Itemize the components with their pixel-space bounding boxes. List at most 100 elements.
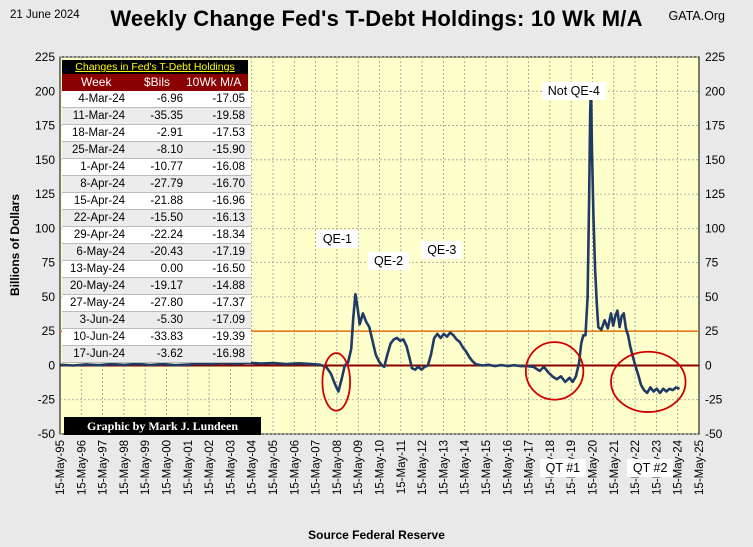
x-tick-label: 15-May-20 [588,440,600,495]
y-tick-label-right: 175 [705,119,725,133]
bils-cell: 0.00 [125,260,188,278]
x-tick-label: 15-May-98 [119,440,131,495]
ma-cell: -16.13 [188,209,251,227]
y-tick-label: 50 [42,290,56,304]
y-tick-label: -50 [38,427,56,441]
y-tick-labels-left: -50 -25 0 25 50 75 100 125 150 175 200 225 [35,50,55,441]
x-tick-label: 15-May-04 [247,439,259,495]
y-tick-label: 25 [42,324,56,338]
x-tick-label: 15-May-16 [502,440,514,495]
y-tick-label-right: 0 [705,358,712,372]
x-tick-label: 15-May-12 [417,440,429,495]
week-cell: 15-Apr-24 [62,192,125,210]
y-tick-label-right: 125 [705,187,725,201]
y-tick-label-right: -50 [705,427,723,441]
y-tick-labels-right: -50 -25 0 25 50 75 100 125 150 175 200 225 [705,50,725,441]
week-cell: 17-Jun-24 [62,345,125,363]
ma-cell: -17.05 [188,91,251,108]
highlight-circles [321,341,687,413]
x-axis-label: Source Federal Reserve [308,528,445,542]
table-row: 20-May-24 -19.17 -14.88 [62,277,251,295]
x-tick-label: 15-May-10 [375,440,387,495]
ma-cell: -19.58 [188,107,251,125]
table-row: 15-Apr-24 -21.88 -16.96 [62,192,251,210]
table-row: 6-May-24 -20.43 -17.19 [62,243,251,261]
week-cell: 10-Jun-24 [62,328,125,346]
annotation-label: QE-1 [316,230,358,249]
bils-cell: -8.10 [125,141,188,159]
y-tick-label-right: 75 [705,256,719,270]
bils-cell: -33.83 [125,328,188,346]
annotation-label: QE-2 [367,252,410,271]
y-tick-label: 175 [35,119,55,133]
table-row: 22-Apr-24 -15.50 -16.13 [62,209,251,227]
x-tick-label: 15-May-14 [460,439,472,495]
x-tick-label: 15-May-06 [289,440,301,495]
x-tick-label: 15-May-00 [162,440,174,495]
table-row: 10-Jun-24 -33.83 -19.39 [62,328,251,346]
week-cell: 6-May-24 [62,243,125,261]
y-tick-label-right: 50 [705,290,719,304]
week-cell: 25-Mar-24 [62,141,125,159]
bils-cell: -22.24 [125,226,188,244]
table-row: 13-May-24 0.00 -16.50 [62,260,251,278]
ma-cell: -17.19 [188,243,251,261]
week-cell: 20-May-24 [62,277,125,295]
highlight-circle [524,341,585,401]
table-row: 29-Apr-24 -22.24 -18.34 [62,226,251,244]
table-row: 11-Mar-24 -35.35 -19.58 [62,107,251,125]
y-tick-label-right: -25 [705,393,723,407]
table-caption: Changes in Fed's T-Debt Holdings [62,60,248,74]
y-tick-label: 0 [48,358,55,372]
y-tick-label-right: 150 [705,153,725,167]
ma-cell: -17.53 [188,124,251,142]
x-tick-label: 15-May-09 [353,440,365,495]
table-header-week: Week [81,75,112,89]
x-tick-label: 15-May-15 [481,440,493,495]
y-tick-label: 100 [35,221,55,235]
week-cell: 27-May-24 [62,294,125,312]
bils-cell: -2.91 [125,124,188,142]
table-header: Week $Bils 10Wk M/A [62,74,248,91]
holdings-table: 4-Mar-24 -6.96 -17.05 11-Mar-24 -35.35 -19.58… [62,91,251,363]
table-row: 3-Jun-24 -5.30 -17.09 [62,311,251,329]
x-tick-label: 15-May-99 [140,440,152,495]
week-cell: 13-May-24 [62,260,125,278]
series-line-10wk-ma [60,85,681,395]
ma-cell: -15.90 [188,141,251,159]
week-cell: 1-Apr-24 [62,158,125,176]
table-row: 1-Apr-24 -10.77 -16.08 [62,158,251,176]
y-tick-label-right: 25 [705,324,719,338]
table-header-ma: 10Wk M/A [186,75,242,89]
table-row: 27-May-24 -27.80 -17.37 [62,294,251,312]
table-row: 18-Mar-24 -2.91 -17.53 [62,124,251,142]
ma-cell: -19.39 [188,328,251,346]
x-tick-label: 15-May-11 [396,440,408,494]
holdings-table-body: 4-Mar-24 -6.96 -17.05 11-Mar-24 -35.35 -19.58… [62,91,251,363]
y-axis-label: Billions of Dollars [8,194,22,297]
ma-cell: -16.70 [188,175,251,193]
x-tick-label: 15-May-03 [225,440,237,495]
y-tick-label: 75 [42,256,56,270]
y-tick-label-right: 100 [705,221,725,235]
y-tick-label: -25 [38,393,56,407]
ma-cell: -17.09 [188,311,251,329]
y-tick-label: 225 [35,50,55,64]
ma-cell: -14.88 [188,277,251,295]
week-cell: 3-Jun-24 [62,311,125,329]
ma-cell: -16.96 [188,192,251,210]
x-tick-label: 15-May-02 [204,440,216,495]
ma-cell: -17.37 [188,294,251,312]
week-cell: 22-Apr-24 [62,209,125,227]
bils-cell: -6.96 [125,91,188,108]
x-tick-label: 15-May-17 [524,440,536,495]
y-tick-label: 200 [35,84,55,98]
x-tick-label: 15-May-21 [609,440,621,495]
bils-cell: -5.30 [125,311,188,329]
chart-title: Weekly Change Fed's T-Debt Holdings: 10 … [110,6,643,31]
bils-cell: -15.50 [125,209,188,227]
annotation-label: QT #1 [539,459,587,478]
x-tick-label: 15-May-05 [268,440,280,495]
y-tick-label-right: 200 [705,84,725,98]
